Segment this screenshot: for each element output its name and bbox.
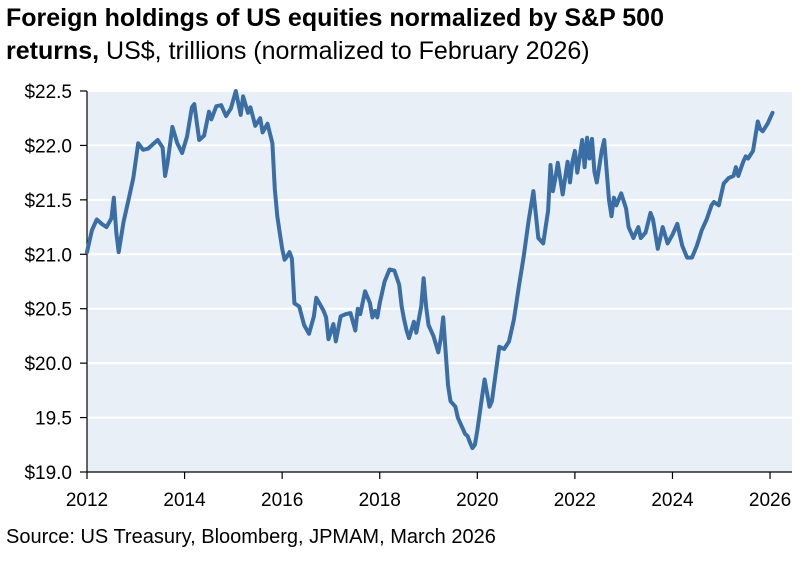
chart-title-bold-word: returns, — [6, 37, 100, 65]
plot-area — [87, 91, 792, 472]
x-tick-label: 2014 — [163, 490, 206, 511]
y-tick-label: $22.5 — [24, 82, 72, 103]
chart-title-block: Foreign holdings of US equities normaliz… — [6, 2, 796, 68]
x-tick-label: 2016 — [261, 490, 303, 511]
y-tick-label: $20.5 — [24, 300, 72, 321]
x-tick-label: 2012 — [66, 490, 108, 511]
x-tick-label: 2022 — [554, 490, 596, 511]
series-line — [85, 89, 775, 451]
x-tick-label: 2024 — [651, 490, 694, 511]
y-tick-label: $22.0 — [24, 136, 72, 157]
chart-title: Foreign holdings of US equities normaliz… — [6, 4, 664, 32]
y-tick-label: $19.0 — [24, 463, 72, 484]
y-tick-label: $21.5 — [24, 191, 72, 212]
y-tick-label: $20.0 — [24, 354, 72, 375]
x-tick-label: 2020 — [456, 490, 498, 511]
y-tick-label: $21.0 — [24, 245, 72, 266]
y-tick-label: 19.5 — [35, 409, 72, 430]
x-tick-label: 2026 — [749, 490, 791, 511]
source-note: Source: US Treasury, Bloomberg, JPMAM, M… — [6, 526, 496, 548]
chart-subtitle: US$, trillions (normalized to February 2… — [99, 37, 590, 65]
chart-title-line2: returns, US$, trillions (normalized to F… — [6, 35, 796, 68]
x-tick-label: 2018 — [359, 490, 401, 511]
